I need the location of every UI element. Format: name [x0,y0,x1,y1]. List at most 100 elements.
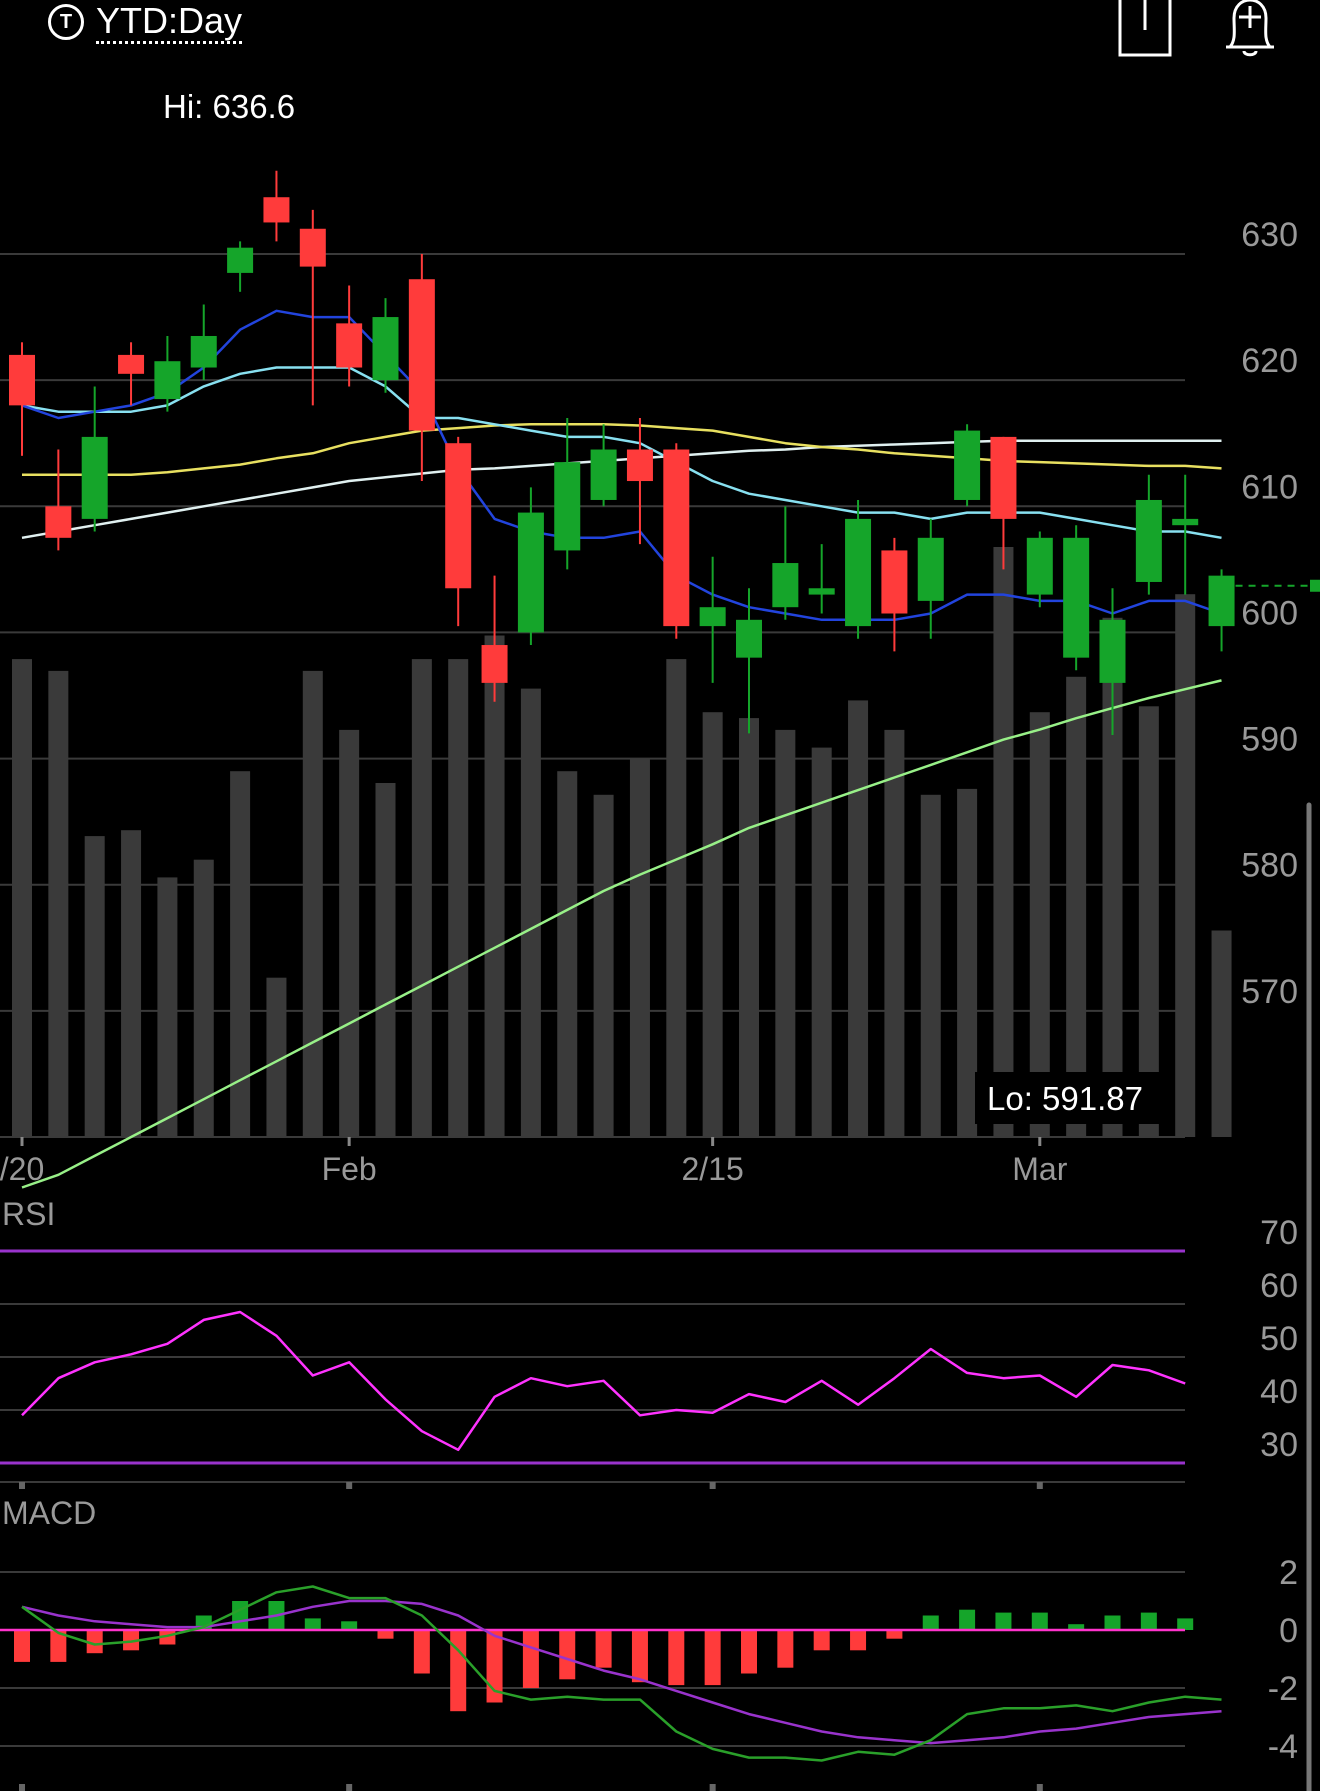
candle-up[interactable] [372,298,399,393]
candle-down[interactable] [263,170,290,242]
volume-bar [1211,930,1232,1137]
candle-down[interactable] [336,285,363,387]
volume-bar [1102,617,1123,1137]
macd-hist-bar-neg [704,1630,721,1686]
macd-hist-bar-neg [377,1630,394,1639]
add-alert-button[interactable] [1220,0,1280,60]
candle-body [81,436,108,519]
volume-bar [266,977,287,1137]
macd-title: MACD [2,1495,96,1531]
price-tick-label: 620 [1241,342,1298,380]
candle-up[interactable] [517,487,544,646]
candle-up[interactable] [808,544,835,614]
macd-panel: MACD 2 0 -2 -4 [0,1495,1298,1791]
candle-down[interactable] [299,209,326,406]
volume-bar [739,718,759,1137]
macd-hist-bar-neg [631,1630,648,1683]
candle-up[interactable] [917,518,944,639]
macd-x-tick [346,1784,353,1791]
rsi-x-tick [19,1482,25,1489]
candle-up[interactable] [227,241,254,292]
x-tick-label: Mar [1012,1151,1067,1187]
add-alert-icon [1226,0,1274,57]
candle-up[interactable] [190,304,217,381]
candle-body [372,317,399,381]
candle-body [118,354,145,374]
timeframe-selector[interactable]: T YTD:Day [48,0,243,44]
candle-down[interactable] [118,342,145,406]
candle-down[interactable] [9,342,35,456]
candle-body [626,449,653,482]
macd-hist-bar-neg [450,1630,467,1712]
macd-histogram [14,1601,1194,1712]
candle-body [263,197,290,223]
candle-down[interactable] [45,449,72,551]
macd-tick-label: -4 [1268,1728,1298,1766]
volume-bar [121,830,142,1137]
volume-bar [702,712,723,1137]
candle-body [1026,537,1053,595]
candle-body [772,563,799,608]
macd-x-tick [1036,1784,1043,1791]
rsi-tick-label: 70 [1260,1214,1298,1252]
candle-body [1099,619,1126,683]
macd-hist-bar-pos [232,1601,249,1630]
candle-up[interactable] [1026,531,1053,608]
share-button[interactable] [1112,0,1172,60]
macd-hist-bar-neg [595,1630,612,1668]
chart-header: T YTD:Day [0,0,1320,60]
volume-bar [884,729,905,1137]
candle-body [590,449,617,500]
share-icon [1118,0,1172,57]
candle-body [154,361,181,400]
candle-up[interactable] [81,386,108,532]
rsi-panel: RSI 70 60 50 40 30 [0,1196,1298,1489]
lo-label-bg [975,1072,1175,1124]
candle-up[interactable] [699,556,726,683]
candle-down[interactable] [408,253,435,482]
candle-up[interactable] [1135,474,1162,595]
hi-label: Hi: 636.6 [163,88,295,125]
volume-bar [448,659,469,1137]
volume-bar [666,659,687,1137]
candle-up[interactable] [1063,525,1090,671]
macd-hist-bar-pos [1031,1612,1048,1630]
rsi-tick-label: 60 [1260,1267,1298,1305]
candle-up[interactable] [954,424,981,507]
candle-down[interactable] [663,443,690,639]
candle-up[interactable] [736,588,762,734]
timeframe-label[interactable]: YTD:Day [96,0,243,44]
macd-hist-bar-pos [341,1621,358,1630]
macd-hist-bar-pos [1104,1615,1121,1630]
candle-up[interactable] [845,499,872,639]
candle-up[interactable] [590,424,617,507]
rsi-x-tick [346,1482,353,1489]
candle-up[interactable] [154,335,181,412]
candle-down[interactable] [990,436,1017,570]
candle-body [1135,499,1162,582]
candle-down[interactable] [445,436,472,627]
macd-hist-bar-neg [86,1630,103,1654]
candle-up[interactable] [772,506,799,620]
candle-body [845,518,872,627]
candle-up[interactable] [1172,474,1199,595]
candle-down[interactable] [881,537,908,652]
volume-bar [302,670,323,1137]
candle-body [1063,537,1090,658]
candle-up[interactable] [1208,569,1235,652]
volume-bar [157,877,178,1137]
candle-down[interactable] [626,417,653,545]
candle-up[interactable] [1099,588,1126,735]
candle-down[interactable] [481,575,508,702]
volume-bar [411,659,432,1137]
candle-body [9,354,35,406]
ma-yellow-line [22,423,1222,476]
macd-hist-bar-neg [813,1630,830,1651]
candle-body [881,550,908,614]
macd-hist-bar-neg [486,1630,503,1703]
candle-body [517,512,544,633]
candle-up[interactable] [554,417,581,570]
volume-bar [775,729,796,1137]
